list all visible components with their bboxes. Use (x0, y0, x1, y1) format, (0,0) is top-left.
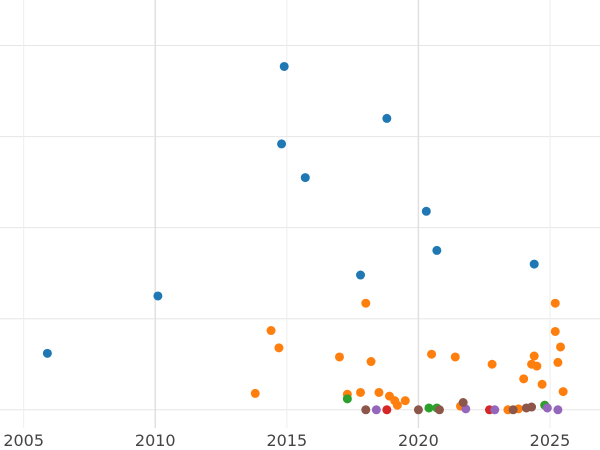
data-point-series-1-3 (334, 352, 344, 362)
data-point-series-5-0 (361, 405, 371, 415)
data-point-series-1-5 (356, 387, 366, 397)
data-point-series-0-3 (279, 61, 289, 71)
data-point-series-1-6 (361, 298, 371, 308)
data-point-series-5-6 (527, 402, 537, 412)
data-point-series-1-29 (558, 387, 568, 397)
data-point-series-4-0 (371, 405, 381, 415)
x-tick-label: 2020 (398, 431, 439, 450)
data-point-series-1-27 (553, 357, 563, 367)
data-point-series-1-13 (427, 349, 437, 359)
data-point-series-2-1 (424, 403, 434, 413)
x-tick-labels: 2005 2010 2015 2020 2025 (3, 431, 570, 450)
x-tick-label: 2015 (266, 431, 307, 450)
data-point-series-0-5 (356, 270, 366, 280)
data-point-series-5-1 (413, 405, 423, 415)
data-point-series-1-7 (366, 357, 376, 367)
data-point-series-5-3 (458, 398, 468, 408)
data-point-series-4-4 (553, 405, 563, 415)
data-point-series-1-0 (250, 388, 260, 398)
x-tick-label: 2010 (135, 431, 176, 450)
data-point-series-2-0 (342, 394, 352, 404)
data-point-series-1-11 (392, 400, 402, 410)
data-point-series-1-12 (400, 396, 410, 406)
data-point-series-0-2 (277, 139, 287, 149)
data-point-series-1-2 (274, 343, 284, 353)
data-point-series-0-8 (432, 245, 442, 255)
data-point-series-0-4 (300, 173, 310, 183)
x-tick-label: 2025 (530, 431, 571, 450)
data-point-series-1-26 (550, 326, 560, 336)
data-point-series-5-4 (508, 405, 518, 415)
data-point-series-1-19 (519, 374, 529, 384)
data-point-series-1-14 (450, 352, 460, 362)
data-point-series-3-0 (382, 405, 392, 415)
data-point-series-0-1 (153, 291, 163, 301)
data-point-series-1-22 (532, 361, 542, 371)
data-point-series-5-2 (434, 405, 444, 415)
data-point-series-1-25 (550, 298, 560, 308)
data-point-series-0-0 (42, 348, 52, 358)
data-point-series-1-1 (266, 326, 276, 336)
data-point-series-4-2 (490, 405, 500, 415)
data-point-series-1-16 (487, 359, 497, 369)
data-point-series-1-8 (374, 387, 384, 397)
data-point-series-0-9 (529, 259, 539, 269)
grid-lines (0, 0, 600, 428)
data-point-series-4-3 (542, 403, 552, 413)
data-point-series-1-23 (537, 379, 547, 389)
data-point-series-0-6 (382, 113, 392, 123)
data-point-series-0-7 (421, 206, 431, 216)
data-point-series-1-28 (556, 342, 566, 352)
data-points (42, 61, 568, 415)
data-point-series-1-21 (529, 351, 539, 361)
x-tick-label: 2005 (3, 431, 44, 450)
